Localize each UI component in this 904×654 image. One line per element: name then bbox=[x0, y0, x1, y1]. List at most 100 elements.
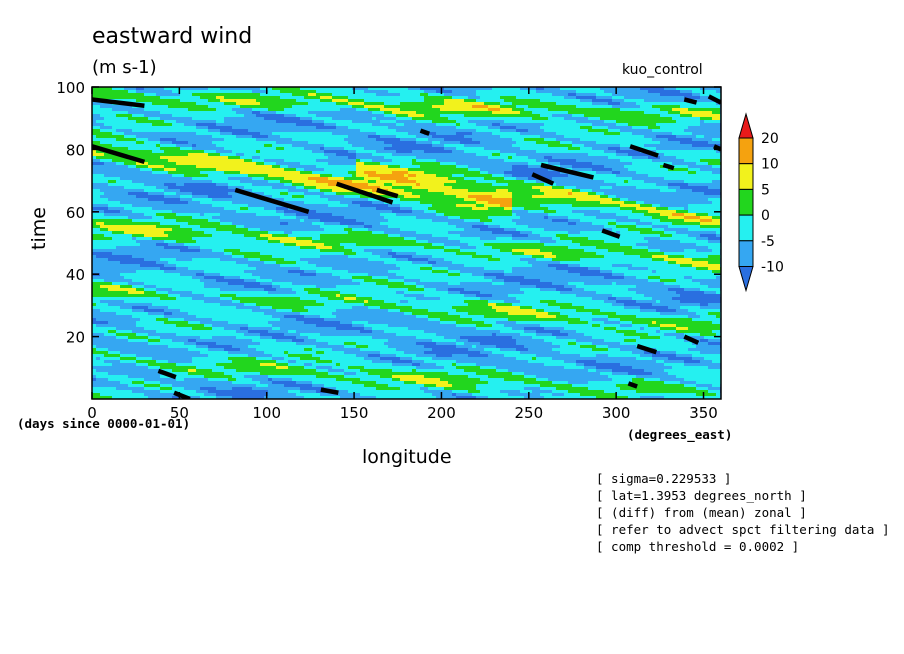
field-cell bbox=[172, 141, 177, 145]
field-cell bbox=[588, 117, 593, 121]
field-cell bbox=[452, 138, 457, 142]
field-cell bbox=[556, 102, 561, 106]
field-cell bbox=[608, 162, 613, 166]
field-cell bbox=[112, 156, 117, 160]
field-cell bbox=[632, 87, 637, 91]
field-cell bbox=[628, 123, 633, 127]
field-cell bbox=[572, 162, 577, 166]
field-cell bbox=[696, 96, 701, 100]
field-cell bbox=[676, 90, 681, 94]
field-cell bbox=[496, 153, 501, 157]
field-cell bbox=[632, 138, 637, 142]
field-cell bbox=[436, 93, 441, 97]
field-cell bbox=[340, 132, 345, 136]
field-cell bbox=[712, 165, 717, 169]
field-cell bbox=[460, 123, 465, 127]
field-cell bbox=[240, 147, 245, 151]
field-cell bbox=[600, 114, 605, 118]
field-cell bbox=[140, 174, 145, 178]
field-cell bbox=[308, 168, 313, 172]
field-cell bbox=[604, 96, 609, 100]
field-cell bbox=[496, 117, 501, 121]
field-cell bbox=[636, 111, 641, 115]
field-cell bbox=[604, 123, 609, 127]
field-cell bbox=[224, 111, 229, 115]
field-cell bbox=[572, 90, 577, 94]
field-cell bbox=[556, 171, 561, 175]
field-cell bbox=[400, 150, 405, 154]
field-cell bbox=[356, 105, 361, 109]
field-cell bbox=[260, 135, 265, 139]
field-cell bbox=[596, 132, 601, 136]
field-cell bbox=[304, 156, 309, 160]
field-cell bbox=[508, 171, 513, 175]
field-cell bbox=[484, 129, 489, 133]
field-cell bbox=[480, 96, 485, 100]
field-cell bbox=[512, 156, 517, 160]
field-cell bbox=[640, 156, 645, 160]
field-cell bbox=[276, 177, 281, 181]
field-cell bbox=[488, 165, 493, 169]
field-cell bbox=[132, 141, 137, 145]
field-cell bbox=[576, 105, 581, 109]
field-cell bbox=[704, 126, 709, 130]
field-cell bbox=[160, 96, 165, 100]
field-cell bbox=[208, 150, 213, 154]
field-cell bbox=[476, 120, 481, 124]
field-cell bbox=[620, 111, 625, 115]
field-cell bbox=[476, 102, 481, 106]
field-cell bbox=[328, 126, 333, 130]
field-cell bbox=[532, 114, 537, 118]
field-cell bbox=[520, 156, 525, 160]
field-cell bbox=[332, 90, 337, 94]
field-cell bbox=[472, 114, 477, 118]
field-cell bbox=[448, 156, 453, 160]
field-cell bbox=[168, 168, 173, 172]
field-cell bbox=[408, 174, 413, 178]
field-cell bbox=[452, 141, 457, 145]
field-cell bbox=[560, 99, 565, 103]
field-cell bbox=[364, 180, 369, 184]
field-cell bbox=[132, 99, 137, 103]
field-cell bbox=[620, 147, 625, 151]
field-cell bbox=[376, 117, 381, 121]
field-cell bbox=[416, 93, 421, 97]
field-cell bbox=[516, 147, 521, 151]
field-cell bbox=[216, 141, 221, 145]
field-cell bbox=[192, 138, 197, 142]
field-cell bbox=[228, 129, 233, 133]
field-cell bbox=[120, 96, 125, 100]
field-cell bbox=[332, 99, 337, 103]
field-cell bbox=[164, 159, 169, 163]
field-cell bbox=[156, 123, 161, 127]
field-cell bbox=[424, 180, 429, 184]
field-cell bbox=[288, 168, 293, 172]
field-cell bbox=[420, 111, 425, 115]
field-cell bbox=[360, 135, 365, 139]
field-cell bbox=[316, 99, 321, 103]
field-cell bbox=[132, 162, 137, 166]
field-cell bbox=[688, 87, 693, 91]
field-cell bbox=[212, 165, 217, 169]
field-cell bbox=[340, 123, 345, 127]
field-cell bbox=[288, 171, 293, 175]
field-cell bbox=[424, 135, 429, 139]
field-cell bbox=[228, 99, 233, 103]
field-cell bbox=[332, 108, 337, 112]
field-cell bbox=[552, 144, 557, 148]
field-cell bbox=[232, 114, 237, 118]
field-cell bbox=[276, 168, 281, 172]
field-cell bbox=[92, 168, 97, 172]
field-cell bbox=[528, 162, 533, 166]
field-cell bbox=[512, 96, 517, 100]
field-cell bbox=[396, 156, 401, 160]
field-cell bbox=[440, 117, 445, 121]
field-cell bbox=[520, 135, 525, 139]
field-cell bbox=[524, 123, 529, 127]
field-cell bbox=[296, 180, 301, 184]
field-cell bbox=[516, 114, 521, 118]
field-cell bbox=[648, 147, 653, 151]
field-cell bbox=[308, 123, 313, 127]
field-cell bbox=[180, 132, 185, 136]
field-cell bbox=[444, 123, 449, 127]
